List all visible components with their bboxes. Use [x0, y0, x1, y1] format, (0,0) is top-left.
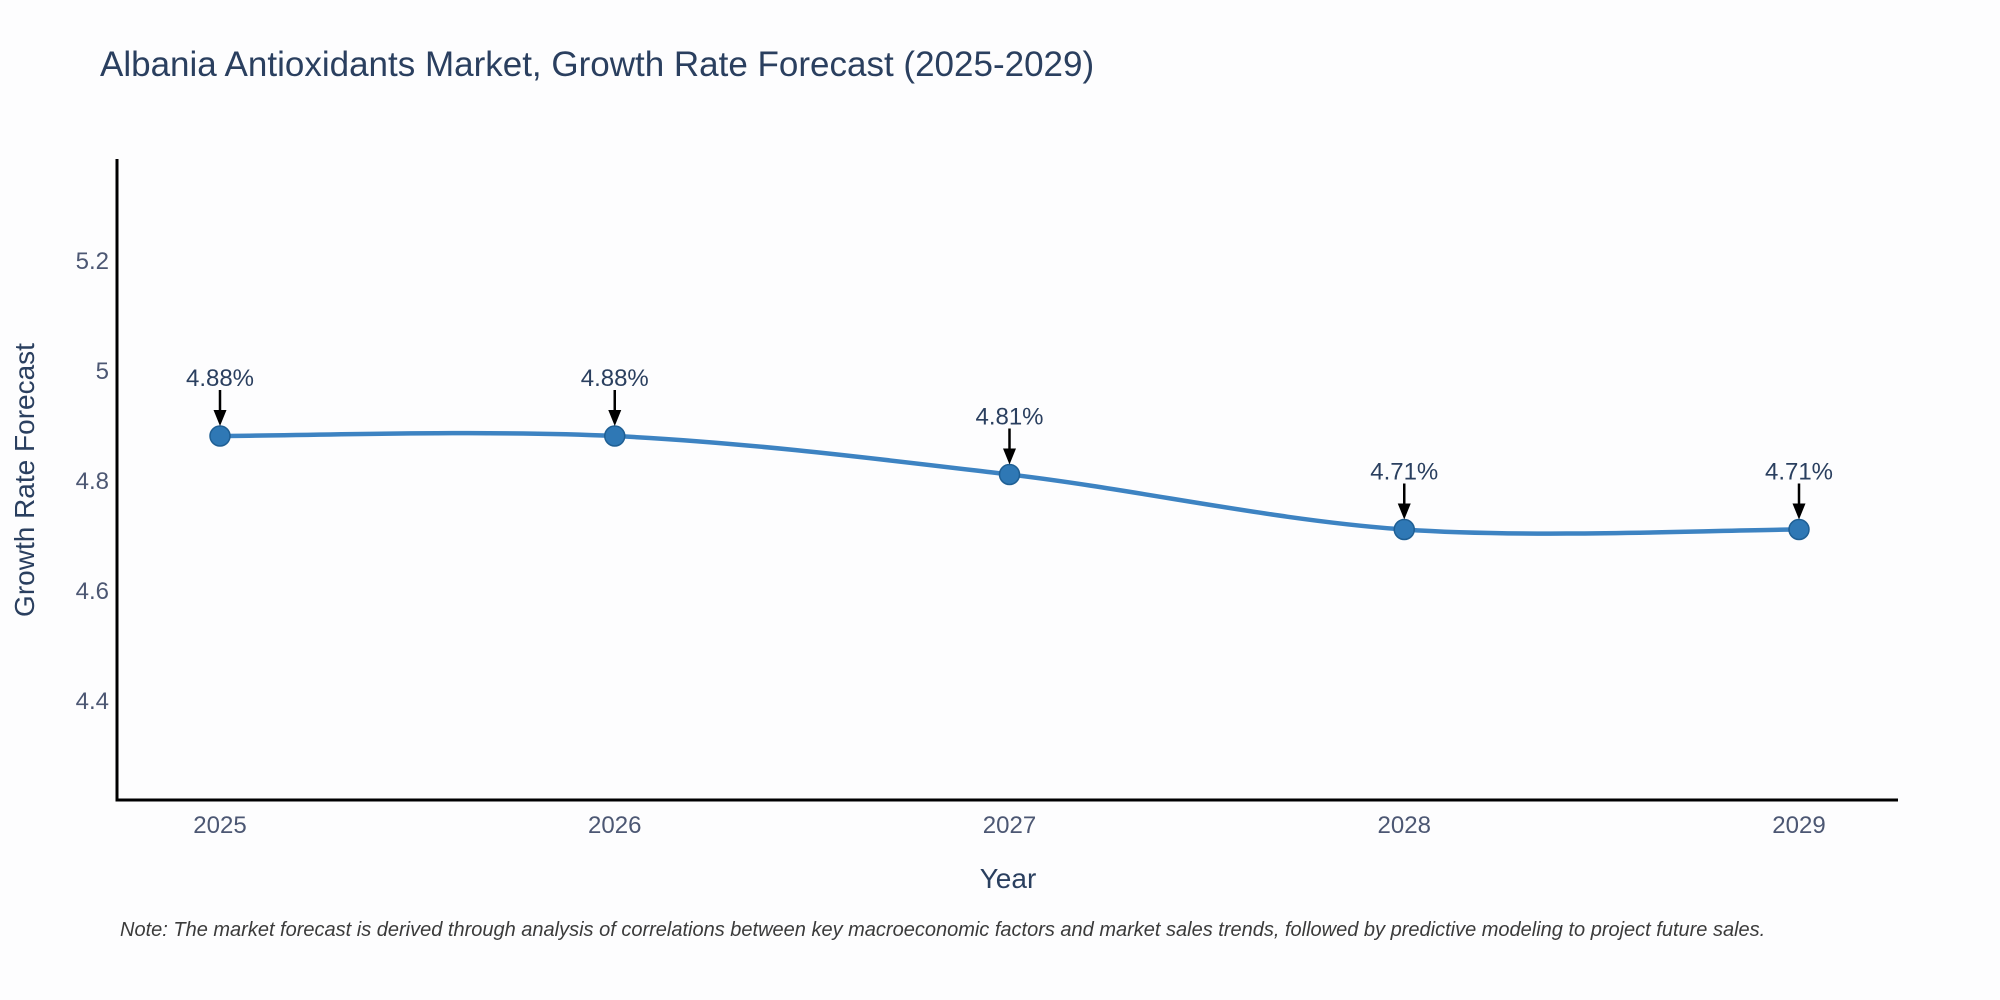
annotation-arrows — [213, 390, 1806, 520]
x-axis-title: Year — [980, 863, 1037, 894]
point-annotation: 4.88% — [186, 365, 254, 392]
footnote: Note: The market forecast is derived thr… — [120, 919, 1766, 941]
annotation-arrowhead-icon — [1397, 503, 1411, 520]
point-annotation: 4.81% — [975, 404, 1043, 431]
annotation-arrowhead-icon — [608, 410, 622, 426]
data-point-marker — [1788, 518, 1810, 541]
point-annotation: 4.88% — [581, 365, 649, 392]
data-point-marker — [1393, 518, 1415, 541]
data-point-marker — [209, 425, 231, 447]
x-tick-label: 2025 — [193, 812, 246, 839]
annotation-arrowhead-icon — [1003, 448, 1016, 465]
x-tick-label: 2027 — [983, 812, 1036, 839]
y-tick-label: 4.6 — [76, 578, 109, 605]
x-tick-label: 2026 — [588, 812, 641, 839]
annotation-arrowhead-icon — [213, 410, 227, 426]
x-axis-tick-labels: 2025 2026 2027 2028 2029 — [193, 812, 1825, 839]
point-annotation: 4.71% — [1370, 459, 1438, 486]
y-axis-tick-labels: 4.4 4.6 4.8 5 5.2 — [76, 248, 109, 715]
y-tick-label: 5 — [96, 358, 109, 385]
y-tick-label: 4.8 — [76, 468, 109, 495]
axis-lines — [115, 159, 1898, 802]
data-point-marker — [604, 425, 626, 447]
x-tick-label: 2029 — [1772, 812, 1825, 839]
y-axis-title: Growth Rate Forecast — [9, 343, 40, 617]
data-point-marker — [998, 463, 1021, 486]
chart-title: Albania Antioxidants Market, Growth Rate… — [100, 45, 1095, 84]
annotation-arrowhead-icon — [1792, 503, 1806, 520]
point-annotations: 4.88% 4.88% 4.81% 4.71% 4.71% — [186, 365, 1833, 486]
x-tick-label: 2028 — [1378, 812, 1431, 839]
y-tick-label: 4.4 — [76, 688, 109, 715]
y-tick-label: 5.2 — [76, 248, 109, 275]
point-annotation: 4.71% — [1765, 459, 1833, 486]
